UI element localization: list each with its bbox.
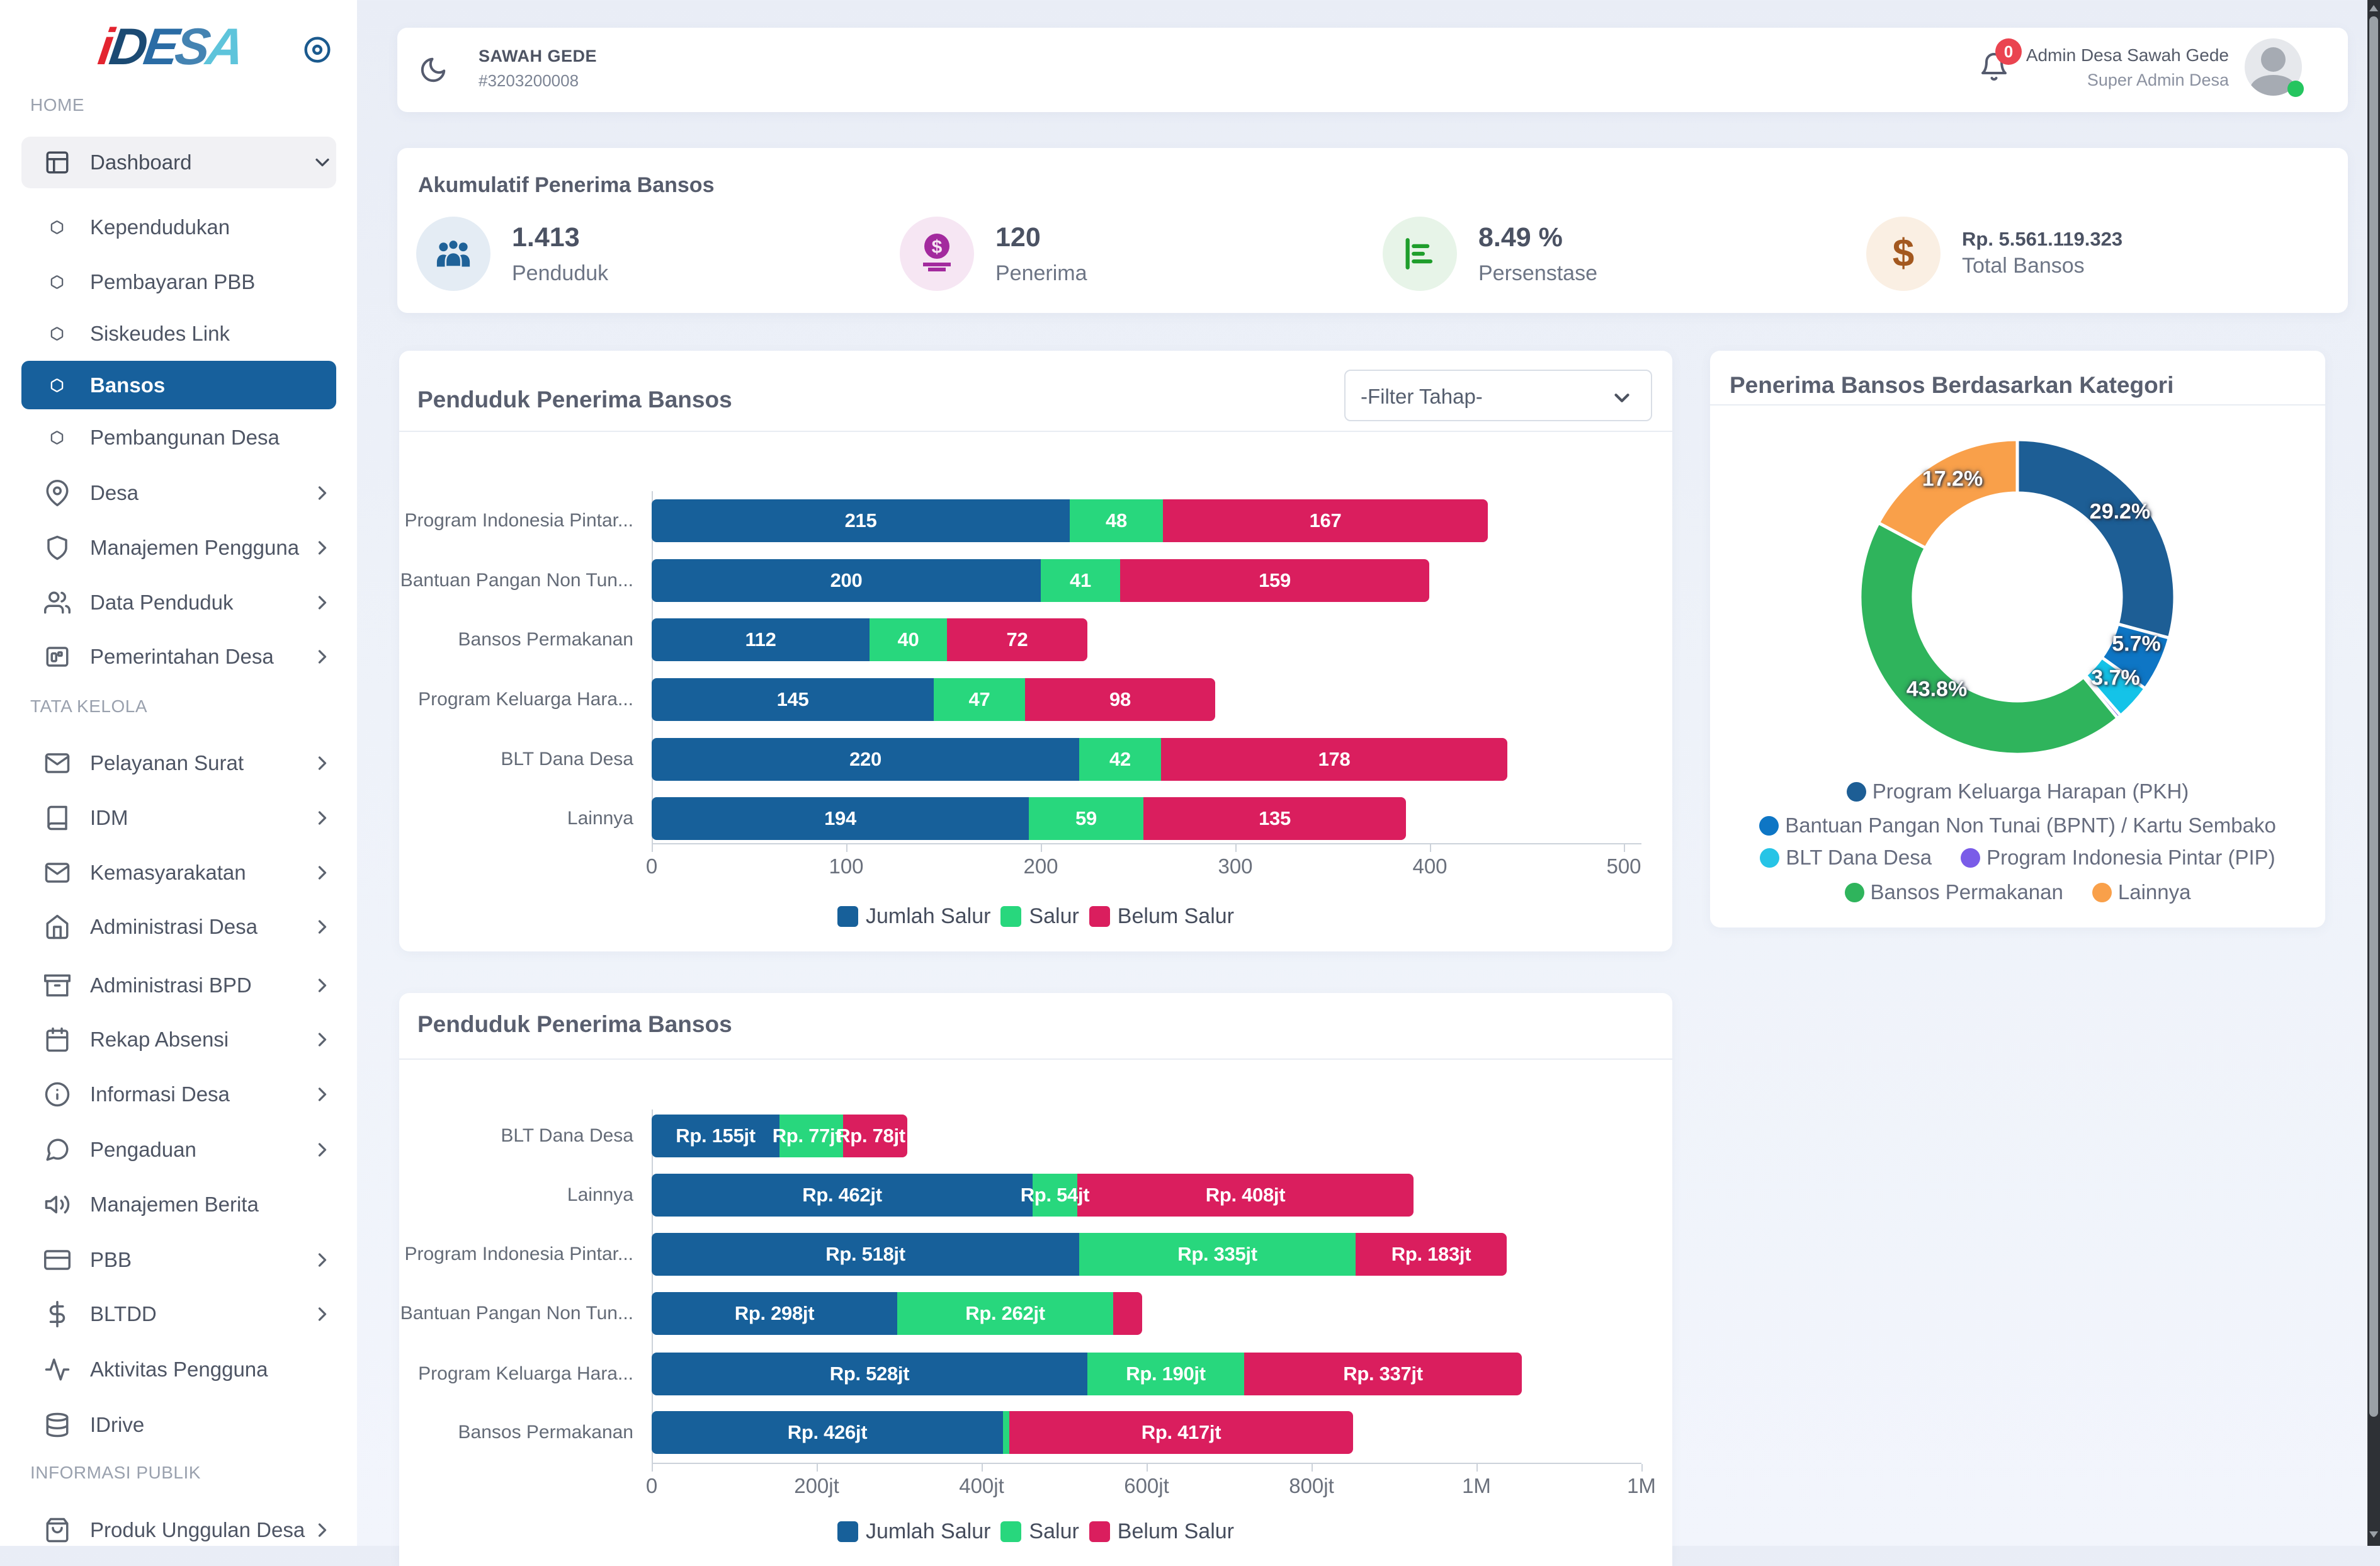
svg-text:$: $ bbox=[932, 237, 943, 258]
